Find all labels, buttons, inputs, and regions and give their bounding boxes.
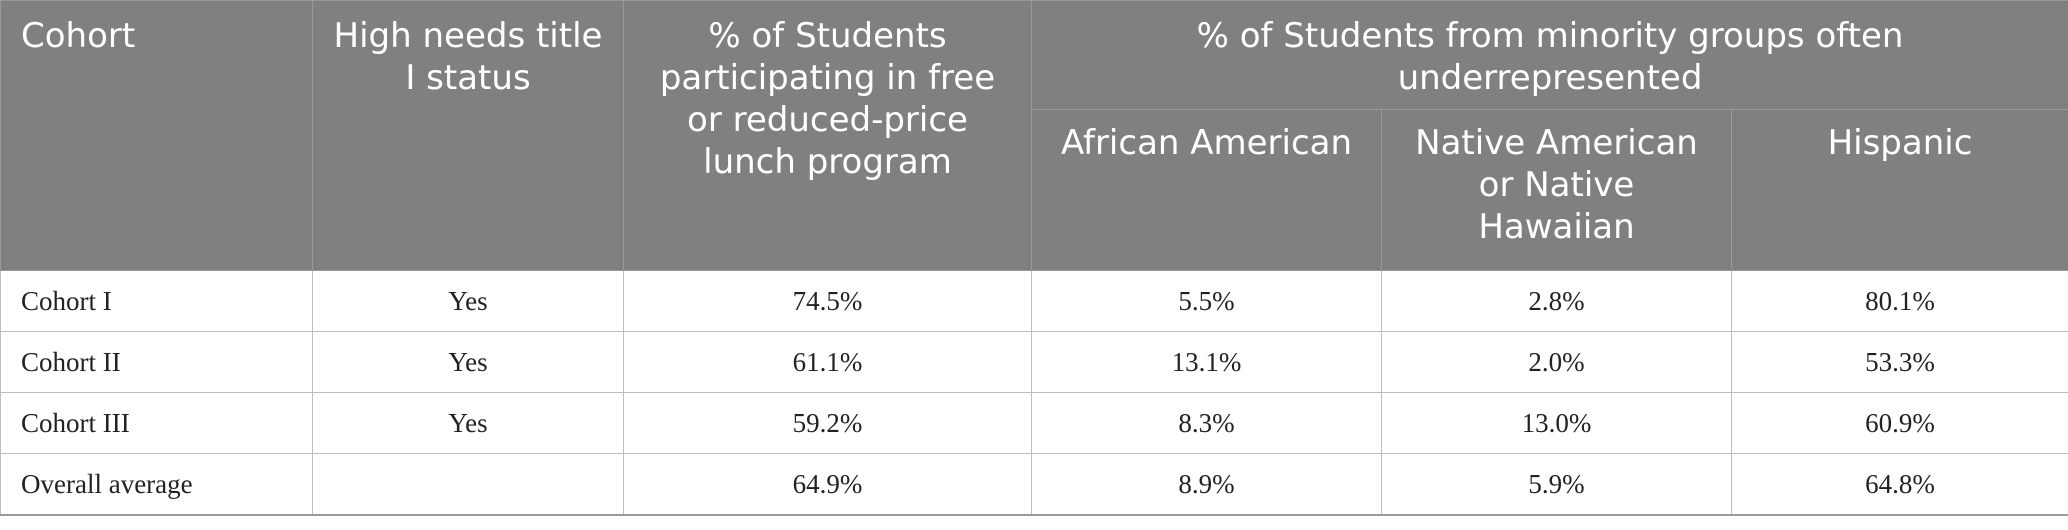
cell-african-american: 8.9%: [1031, 453, 1382, 516]
header-row-1: Cohort High needs title I status % of St…: [0, 0, 2068, 271]
cell-native: 13.0%: [1381, 392, 1732, 454]
cell-native: 2.8%: [1381, 270, 1732, 332]
cell-hispanic: 80.1%: [1730, 270, 2068, 332]
cell-lunch: 59.2%: [623, 392, 1032, 454]
cell-title-status: [312, 453, 624, 516]
cohort-demographics-table: Cohort High needs title I status % of St…: [0, 0, 2068, 516]
table-body: Cohort I Yes 74.5% 5.5% 2.8% 80.1% Cohor…: [0, 270, 2068, 516]
cell-hispanic: 60.9%: [1730, 392, 2068, 454]
header-cohort: Cohort: [0, 0, 313, 271]
cell-lunch: 61.1%: [623, 331, 1032, 393]
cell-lunch: 74.5%: [623, 270, 1032, 332]
cell-cohort: Cohort II: [0, 331, 313, 393]
cell-hispanic: 53.3%: [1730, 331, 2068, 393]
header-title-status: High needs title I status: [312, 0, 624, 271]
cell-african-american: 13.1%: [1031, 331, 1382, 393]
cell-african-american: 8.3%: [1031, 392, 1382, 454]
cell-lunch: 64.9%: [623, 453, 1032, 516]
cell-title-status: Yes: [312, 331, 624, 393]
cell-title-status: Yes: [312, 270, 624, 332]
header-lunch: % of Students participating in free or r…: [623, 0, 1032, 271]
header-row-2: African American Native American or Nati…: [1, 109, 2068, 271]
table-row: Cohort III Yes 59.2% 8.3% 13.0% 60.9%: [0, 392, 2068, 454]
cell-native: 2.0%: [1381, 331, 1732, 393]
cell-cohort: Overall average: [0, 453, 313, 516]
header-native: Native American or Native Hawaiian: [1381, 109, 1732, 271]
table-row: Overall average 64.9% 8.9% 5.9% 64.8%: [0, 453, 2068, 516]
cell-african-american: 5.5%: [1031, 270, 1382, 332]
cell-cohort: Cohort I: [0, 270, 313, 332]
table-row: Cohort I Yes 74.5% 5.5% 2.8% 80.1%: [0, 270, 2068, 332]
cell-cohort: Cohort III: [0, 392, 313, 454]
cell-hispanic: 64.8%: [1730, 453, 2068, 516]
header-african-american: African American: [1031, 109, 1382, 271]
table-container: Cohort High needs title I status % of St…: [0, 0, 2068, 516]
header-minority-group: % of Students from minority groups often…: [1030, 0, 2068, 110]
table-row: Cohort II Yes 61.1% 13.1% 2.0% 53.3%: [0, 331, 2068, 393]
header-hispanic: Hispanic: [1730, 109, 2068, 271]
table-header: Cohort High needs title I status % of St…: [0, 0, 2068, 271]
cell-title-status: Yes: [312, 392, 624, 454]
cell-native: 5.9%: [1381, 453, 1732, 516]
